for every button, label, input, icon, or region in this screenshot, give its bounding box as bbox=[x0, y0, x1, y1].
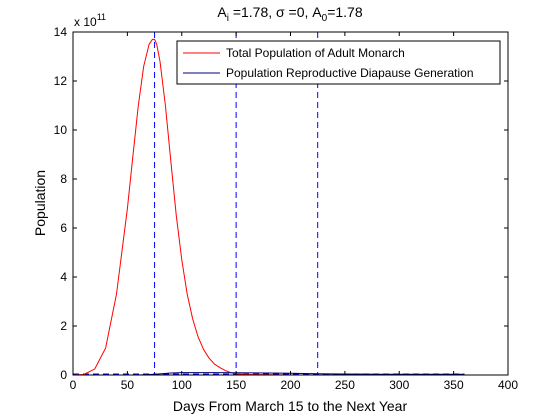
legend: Total Population of Adult Monarch Popula… bbox=[176, 40, 501, 85]
y-tick-label: 14 bbox=[54, 25, 68, 39]
x-axis-label: Days From March 15 to the Next Year bbox=[173, 398, 408, 414]
chart-title: Ai =1.78, σ =0, A0=1.78 bbox=[217, 4, 362, 24]
legend-box bbox=[176, 40, 501, 85]
y-exponent-label: x 1011 bbox=[74, 12, 106, 29]
title-part: =0, A bbox=[285, 4, 323, 20]
axis-ticks: 0 50 100 150 200 250 300 350 400 0 2 4 6 8 10 12 14 bbox=[54, 25, 519, 392]
title-part: =1.78 bbox=[327, 4, 363, 20]
legend-label-total-population: Total Population of Adult Monarch bbox=[226, 46, 405, 60]
legend-label-diapause-generation: Population Reproductive Diapause Generat… bbox=[226, 66, 474, 80]
y-tick-label: 4 bbox=[60, 270, 67, 284]
sigma-symbol: σ bbox=[276, 4, 285, 20]
title-part: =1.78, bbox=[229, 4, 276, 20]
x-tick-label: 400 bbox=[498, 378, 518, 392]
x-tick-label: 200 bbox=[280, 378, 300, 392]
x-tick-label: 100 bbox=[172, 378, 192, 392]
series-line-0 bbox=[72, 38, 465, 376]
title-subscript: 0 bbox=[322, 13, 328, 24]
y-tick-label: 0 bbox=[60, 368, 67, 382]
x-tick-label: 350 bbox=[444, 378, 464, 392]
x-tick-label: 50 bbox=[121, 378, 135, 392]
y-exponent-power: 11 bbox=[97, 12, 106, 22]
y-tick-label: 2 bbox=[60, 319, 67, 333]
y-axis-label: Population bbox=[32, 170, 48, 236]
y-tick-label: 10 bbox=[54, 123, 68, 137]
x-tick-label: 300 bbox=[389, 378, 409, 392]
y-tick-label: 6 bbox=[60, 221, 67, 235]
x-tick-label: 250 bbox=[335, 378, 355, 392]
title-subscript: i bbox=[227, 13, 229, 24]
y-tick-label: 12 bbox=[54, 74, 68, 88]
x-tick-label: 0 bbox=[70, 378, 77, 392]
plot-area bbox=[72, 32, 465, 376]
title-part: A bbox=[217, 4, 227, 20]
y-tick-label: 8 bbox=[60, 172, 67, 186]
y-exponent-base: x 10 bbox=[74, 15, 97, 29]
x-tick-label: 150 bbox=[226, 378, 246, 392]
